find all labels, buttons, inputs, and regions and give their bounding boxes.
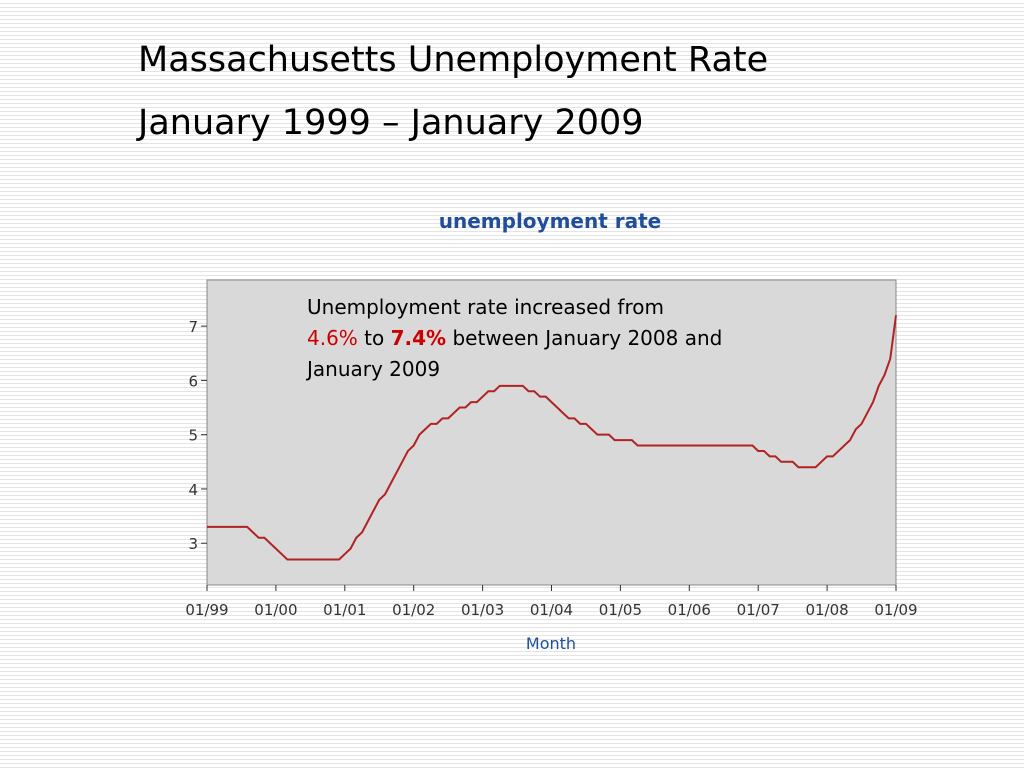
- slide-title: Massachusetts Unemployment Rate: [138, 40, 769, 80]
- x-tick-label: 01/00: [254, 601, 297, 619]
- x-tick-label: 01/02: [392, 601, 435, 619]
- annotation: Unemployment rate increased from 4.6% to…: [307, 292, 722, 385]
- x-tick-label: 01/09: [874, 601, 917, 619]
- y-tick-label: 4: [188, 481, 198, 499]
- annotation-text: between January 2008 and: [452, 326, 723, 350]
- x-tick-label: 01/01: [323, 601, 366, 619]
- x-tick-label: 01/99: [185, 601, 228, 619]
- x-tick-label: 01/05: [599, 601, 642, 619]
- x-tick-label: 01/06: [668, 601, 711, 619]
- y-tick-label: 7: [188, 318, 198, 336]
- chart-title: unemployment rate: [439, 209, 661, 233]
- x-axis-label: Month: [526, 634, 576, 653]
- x-tick-label: 01/03: [461, 601, 504, 619]
- y-tick-label: 6: [188, 372, 198, 390]
- annotation-to: 7.4%: [390, 326, 447, 350]
- x-tick-label: 01/08: [805, 601, 848, 619]
- annotation-text: January 2009: [307, 357, 441, 381]
- x-tick-label: 01/04: [530, 601, 573, 619]
- y-tick-label: 5: [188, 427, 198, 445]
- y-tick-label: 3: [188, 535, 198, 553]
- annotation-from: 4.6%: [307, 326, 358, 350]
- annotation-text: Unemployment rate increased from: [307, 295, 664, 319]
- data-line: [207, 315, 897, 561]
- slide-subtitle: January 1999 – January 2009: [138, 103, 644, 143]
- annotation-text: to: [364, 326, 385, 350]
- plot-area: [206, 279, 897, 586]
- x-tick-label: 01/07: [737, 601, 780, 619]
